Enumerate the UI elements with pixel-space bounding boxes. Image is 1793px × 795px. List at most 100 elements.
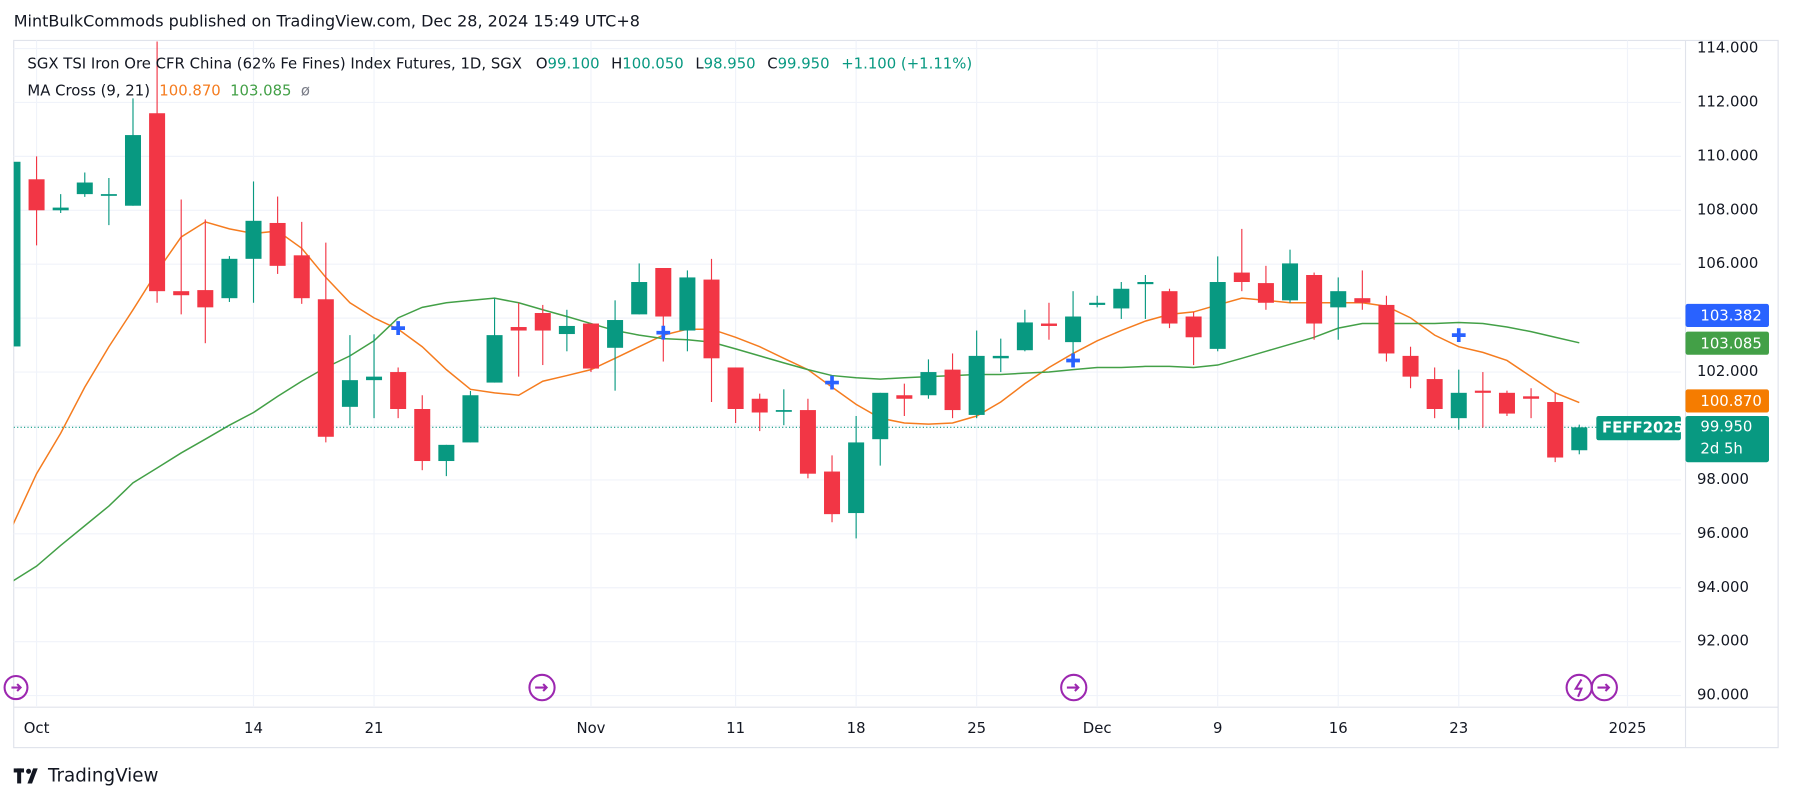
price-tag-label: 103.085 (1700, 334, 1761, 352)
candle-body (221, 258, 238, 299)
h-value: 100.050 (622, 55, 683, 73)
candle-body (414, 408, 431, 462)
logo-part (17, 768, 22, 784)
x-tick-label: Nov (576, 719, 605, 737)
event-icon-arrow (11, 683, 23, 692)
grid (13, 40, 1681, 708)
instrument-title: SGX TSI Iron Ore CFR China (62% Fe Fines… (27, 55, 522, 73)
candle-body (799, 410, 816, 474)
candle-body (992, 355, 1009, 359)
event-icon-arrow (535, 683, 549, 692)
candle-body (486, 335, 503, 383)
y-tick-label: 96.000 (1697, 524, 1749, 542)
y-tick-label: 102.000 (1697, 362, 1758, 380)
brand-name: TradingView (47, 765, 158, 786)
candle-body (1282, 263, 1299, 301)
candle-body (76, 182, 93, 195)
x-tick-label: 23 (1449, 719, 1468, 737)
candle-body (1498, 392, 1515, 414)
candle-body (197, 290, 214, 308)
event-icon-arrow (1597, 683, 1611, 692)
candle-body (100, 194, 117, 196)
candle-body (462, 395, 479, 443)
candle-body (293, 255, 310, 299)
x-tick-label: Oct (24, 719, 50, 737)
candle-body (920, 372, 937, 396)
candle-body (341, 380, 358, 407)
y-tick-label: 92.000 (1697, 632, 1749, 650)
price-tag (1685, 303, 1769, 328)
x-tick-label: 11 (726, 719, 745, 737)
candle-body (1330, 291, 1347, 308)
indicator-fast: 100.870 (159, 81, 220, 99)
candle-body (1571, 427, 1588, 451)
ma-cross-marker (1451, 328, 1466, 343)
candle-body (1547, 401, 1564, 458)
candle-body (28, 179, 45, 211)
candle-body (1065, 316, 1082, 343)
candle-body (1233, 272, 1250, 283)
symbol-tag (1596, 415, 1681, 441)
candle-body (366, 376, 383, 381)
price-tag (1685, 389, 1769, 413)
candle-body (245, 220, 262, 259)
candle-body (558, 325, 575, 335)
candle-body (631, 282, 648, 315)
indicator-name: MA Cross (9, 21) (27, 81, 150, 99)
c-label: C (767, 55, 777, 73)
candle-body (1426, 379, 1443, 409)
x-tick-label: 9 (1213, 719, 1222, 737)
y-tick-label: 110.000 (1697, 146, 1758, 164)
candle-body (390, 372, 407, 409)
ma-cross-marker (656, 325, 671, 340)
y-tick-label: 114.000 (1697, 38, 1758, 56)
x-tick-label: 2025 (1609, 719, 1647, 737)
candle-body (896, 395, 913, 399)
candle-body (1089, 302, 1106, 305)
change-value: +1.100 (+1.11%) (841, 55, 972, 73)
candle-body (727, 367, 744, 409)
candle-body (848, 442, 865, 514)
candle-body (1040, 323, 1057, 326)
event-icon (1060, 673, 1088, 702)
event-icon (1590, 673, 1618, 702)
price-tag-label: 100.870 (1700, 392, 1761, 410)
o-label: O (536, 55, 548, 73)
candle-body (968, 355, 985, 415)
event-icons (3, 673, 1618, 702)
x-tick-label: 21 (365, 719, 384, 737)
ma-cross-marker (391, 321, 406, 336)
y-tick-label: 94.000 (1697, 578, 1749, 596)
candle-body (1378, 304, 1395, 354)
y-tick-label: 108.000 (1697, 200, 1758, 218)
price-tag (1685, 331, 1769, 355)
candle-body (655, 267, 672, 317)
candle-body (1185, 316, 1202, 338)
y-tick-label: 112.000 (1697, 92, 1758, 110)
candle-body (679, 277, 696, 331)
chart-frame (13, 39, 1779, 749)
candle-body (872, 392, 889, 440)
price-tag-label: 103.382 (1700, 307, 1761, 325)
h-label: H (611, 55, 622, 73)
y-tick-label: 98.000 (1697, 470, 1749, 488)
candle-body (751, 398, 768, 413)
candle-body (1474, 390, 1491, 393)
candle-body (824, 471, 841, 515)
candle-body (149, 113, 166, 292)
candle-body (1257, 283, 1274, 303)
indicator-legend: MA Cross (9, 21) 100.870 103.085 ø (27, 81, 309, 99)
x-tick-label: 16 (1329, 719, 1348, 737)
ma-line (13, 297, 1580, 582)
candle-body (124, 135, 141, 206)
candle-body (1016, 322, 1033, 351)
y-tick-label: 106.000 (1697, 254, 1758, 272)
candle-body (1523, 396, 1540, 399)
candle-body (510, 327, 527, 331)
candle-body (52, 207, 69, 211)
symbol-tag-label: FEFF2025 (1602, 419, 1684, 437)
last-price-tag (1685, 415, 1769, 463)
last-price-label: 99.950 (1700, 417, 1752, 435)
candle-body (1161, 291, 1178, 324)
